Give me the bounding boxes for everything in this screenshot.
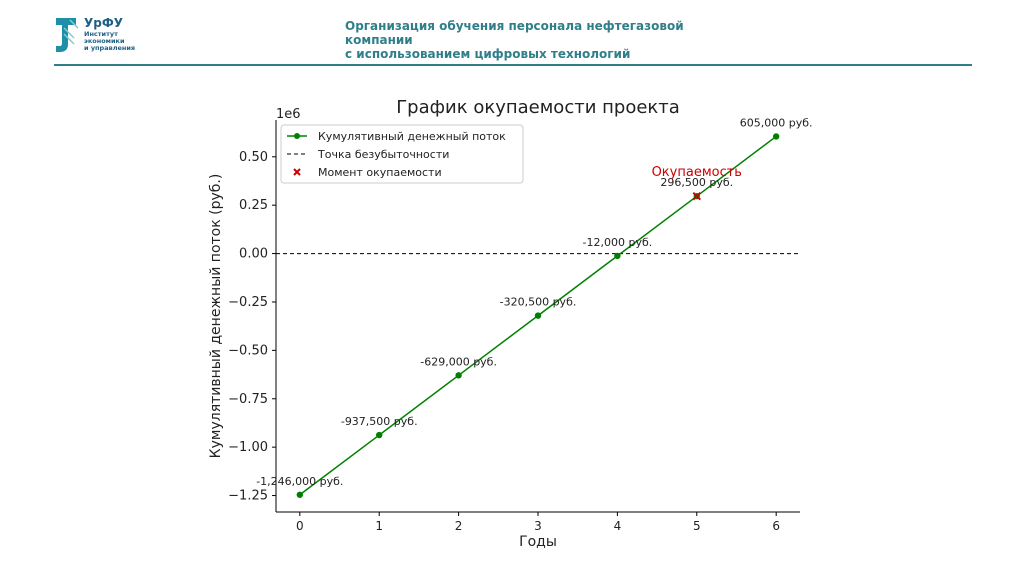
x-tick-label: 2 <box>455 519 463 533</box>
data-point <box>614 252 621 260</box>
y-tick-label: −0.50 <box>228 343 268 358</box>
payback-marker <box>692 191 701 201</box>
y-tick-label: −1.25 <box>228 489 268 504</box>
y-tick-label: 0.25 <box>239 198 268 213</box>
slide-title-line: Организация обучения персонала нефтегазо… <box>345 19 684 33</box>
x-tick-label: 1 <box>375 519 383 533</box>
y-tick-label: 0.00 <box>239 247 268 262</box>
data-point <box>455 372 462 379</box>
legend-label-breakeven: Точка безубыточности <box>317 148 449 161</box>
logo-name: УрФУ <box>84 16 123 30</box>
data-label: -937,500 руб. <box>341 415 418 428</box>
legend-label-cash-flow: Кумулятивный денежный поток <box>318 130 506 143</box>
data-label: -629,000 руб. <box>420 355 497 368</box>
data-point <box>376 431 383 439</box>
urfu-logo-icon <box>56 18 79 52</box>
x-tick-label: 3 <box>534 519 542 533</box>
x-tick-label: 5 <box>693 519 701 533</box>
header-divider <box>54 64 972 66</box>
slide-title: Организация обучения персонала нефтегазо… <box>345 19 725 61</box>
legend-swatch-point <box>294 133 300 139</box>
data-point <box>534 312 542 319</box>
y-tick-label: 0.50 <box>239 150 268 165</box>
data-label: -12,000 руб. <box>583 236 653 249</box>
data-label: 296,500 руб. <box>660 176 733 189</box>
data-point <box>772 133 780 140</box>
logo-subtitle-line: Институт <box>84 30 118 38</box>
chart-legend: Кумулятивный денежный поток Точка безубыт… <box>280 124 524 184</box>
chart-title: График окупаемости проекта <box>396 97 680 118</box>
slide-title-line: компании <box>345 33 413 47</box>
data-label: 605,000 руб. <box>740 116 813 129</box>
x-axis-label: Годы <box>519 534 557 550</box>
y-tick-label: −0.25 <box>228 295 268 310</box>
y-tick-label: −0.75 <box>228 392 268 407</box>
y-offset-label: 1e6 <box>276 107 301 122</box>
y-axis-label: Кумулятивный денежный поток (руб.) <box>208 174 224 459</box>
urfu-logo: УрФУ Институт экономики и управления <box>54 16 144 60</box>
y-tick-label: −1.00 <box>228 440 268 455</box>
legend-swatch-cross <box>293 168 301 176</box>
payback-annotation: Окупаемость <box>652 165 742 180</box>
logo-subtitle-line: экономики <box>84 37 125 45</box>
data-label: -320,500 руб. <box>500 296 577 309</box>
slide-header: УрФУ Институт экономики и управления Орг… <box>0 0 1024 70</box>
x-tick-label: 6 <box>772 519 780 533</box>
legend-box <box>280 124 524 184</box>
data-label: -1,246,000 руб. <box>256 475 343 488</box>
data-point <box>296 491 304 498</box>
logo-subtitle: Институт экономики и управления <box>84 31 154 52</box>
payback-marker-stroke <box>692 191 701 201</box>
x-tick-label: 0 <box>296 519 304 533</box>
chart-marks: -1,246,000 руб. -937,500 руб. -629,000 руб… <box>256 116 813 498</box>
slide-title-line: с использованием цифровых технологий <box>345 47 631 61</box>
x-tick-label: 4 <box>614 519 622 533</box>
chart-axes: 0 1 2 3 4 5 6 0.50 0.25 0.00 −0.25 −0.50 −0.75 −1.00 −… <box>228 120 800 533</box>
logo-subtitle-line: и управления <box>84 44 136 52</box>
legend-label-payback: Момент окупаемости <box>318 166 442 179</box>
